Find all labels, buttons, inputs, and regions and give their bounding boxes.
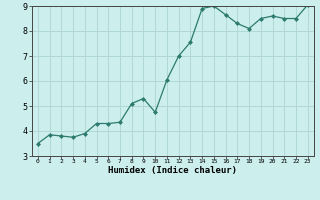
X-axis label: Humidex (Indice chaleur): Humidex (Indice chaleur) [108, 166, 237, 175]
